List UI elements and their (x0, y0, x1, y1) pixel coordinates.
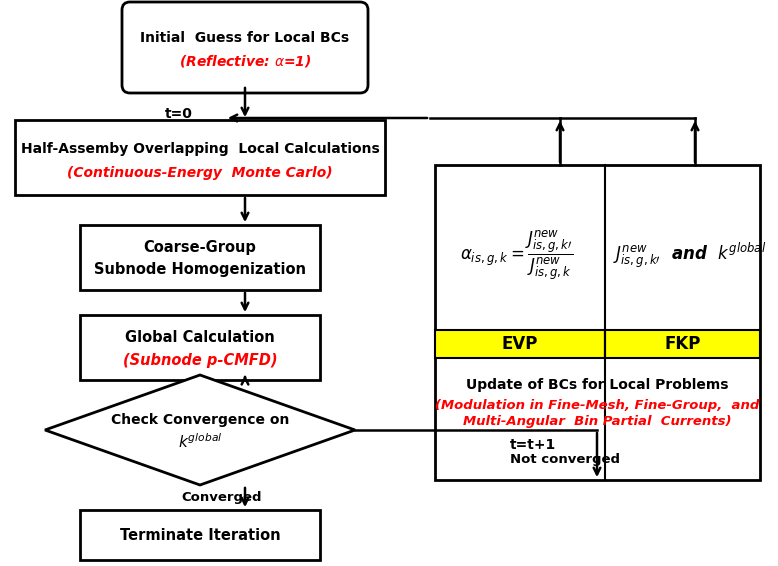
Text: Update of BCs for Local Problems: Update of BCs for Local Problems (466, 378, 728, 392)
Bar (80, 225, 320, 290)
Text: Check Convergence on: Check Convergence on (110, 413, 289, 427)
Polygon shape (45, 375, 355, 485)
Text: Terminate Iteration: Terminate Iteration (120, 528, 280, 542)
Text: EVP: EVP (502, 335, 538, 353)
Text: FKP: FKP (664, 335, 701, 353)
Text: (Continuous-Energy  Monte Carlo): (Continuous-Energy Monte Carlo) (67, 165, 333, 179)
Text: Half-Assemby Overlapping  Local Calculations: Half-Assemby Overlapping Local Calculati… (21, 142, 380, 156)
Text: Multi-Angular  Bin Partial  Currents): Multi-Angular Bin Partial Currents) (463, 415, 731, 428)
Text: Subnode Homogenization: Subnode Homogenization (94, 261, 306, 277)
FancyBboxPatch shape (122, 2, 368, 93)
Bar (435, 330, 605, 358)
Text: Coarse-Group: Coarse-Group (144, 240, 257, 255)
Bar (80, 315, 320, 380)
Text: $k^{global}$: $k^{global}$ (177, 432, 223, 451)
Text: t=t+1: t=t+1 (510, 438, 556, 452)
Text: Initial  Guess for Local BCs: Initial Guess for Local BCs (141, 32, 349, 45)
Text: $\alpha_{is,g,k} = \dfrac{J_{is,g,k\prime}^{new}}{J_{is,g,k}^{new}}$: $\alpha_{is,g,k} = \dfrac{J_{is,g,k\prim… (461, 229, 573, 282)
Text: t=0: t=0 (165, 107, 193, 121)
Bar (435, 165, 760, 480)
Bar (15, 120, 385, 195)
Text: (Reflective: $\alpha$=1): (Reflective: $\alpha$=1) (179, 53, 311, 69)
Text: Converged: Converged (182, 491, 262, 504)
Bar (80, 510, 320, 560)
Text: $J_{is,g,k\prime}^{new}$  and  $k^{global}$: $J_{is,g,k\prime}^{new}$ and $k^{global}… (613, 241, 766, 270)
Text: (Subnode p-CMFD): (Subnode p-CMFD) (123, 353, 277, 368)
Text: (Modulation in Fine-Mesh, Fine-Group,  and: (Modulation in Fine-Mesh, Fine-Group, an… (435, 398, 759, 411)
Text: Not converged: Not converged (510, 453, 620, 466)
Bar (605, 330, 760, 358)
Text: Global Calculation: Global Calculation (125, 330, 275, 345)
